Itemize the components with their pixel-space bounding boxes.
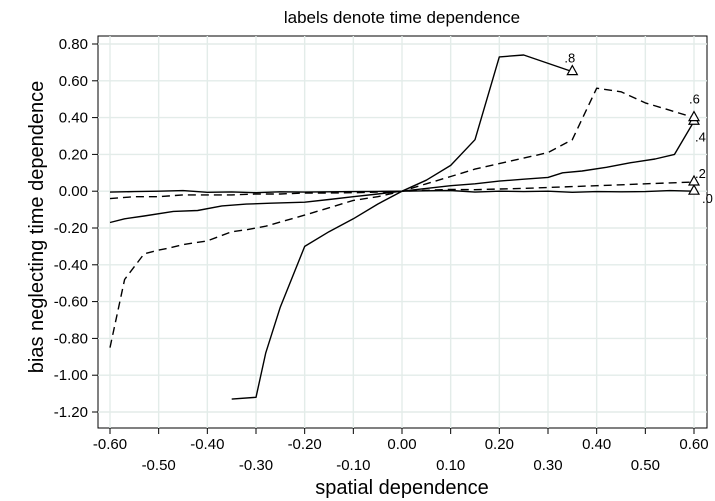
y-tick-label: 0.20 (59, 146, 88, 163)
chart-title: labels denote time dependence (284, 8, 520, 27)
x-axis-title: spatial dependence (315, 477, 488, 499)
y-tick-label: -0.60 (54, 294, 88, 311)
series-end-label: .6 (689, 92, 700, 107)
x-tick-label: 0.50 (631, 457, 660, 474)
series-end-label: .0 (702, 191, 713, 206)
y-tick-label: -0.80 (54, 330, 88, 347)
x-tick-label: 0.10 (436, 457, 465, 474)
end-marker-triangle (687, 174, 701, 186)
series-line-p4 (109, 120, 695, 224)
x-tick-label: -0.60 (93, 436, 127, 453)
series-end-label: .4 (695, 129, 706, 144)
series-line-p6 (109, 87, 695, 348)
y-tick-label: -0.40 (54, 257, 88, 274)
series-line-p8 (231, 54, 573, 400)
series-end-label: .2 (695, 166, 706, 181)
x-tick-label: 0.40 (582, 436, 611, 453)
series-end-label: .8 (564, 51, 575, 66)
y-axis-title: bias neglecting time dependence (26, 81, 48, 373)
x-tick-label: 0.60 (679, 436, 708, 453)
series-layer: .0 .2 .4 .6 .8 (109, 51, 713, 400)
end-marker-triangle (687, 110, 701, 122)
x-axis: -0.60 -0.50 -0.40 -0.30 -0.20 -0.10 0.00 0.10 0.… (93, 428, 709, 474)
y-tick-label: -1.20 (54, 404, 88, 421)
y-tick-label: 0.40 (59, 110, 88, 127)
y-tick-label: -1.00 (54, 367, 88, 384)
x-tick-label: -0.30 (239, 457, 273, 474)
x-tick-label: 0.30 (533, 457, 562, 474)
y-tick-label: 0.00 (59, 183, 88, 200)
end-marker-triangle (566, 64, 579, 76)
y-axis: -1.20 -1.00 -0.80 -0.60 -0.40 -0.20 0.00 0.20 0.… (54, 36, 98, 421)
end-marker-triangle (687, 183, 701, 195)
x-tick-label: 0.20 (485, 436, 514, 453)
y-tick-label: 0.80 (59, 36, 88, 53)
x-tick-label: -0.20 (288, 436, 322, 453)
x-tick-label: -0.40 (190, 436, 224, 453)
x-tick-label: -0.10 (336, 457, 370, 474)
y-tick-label: 0.60 (59, 73, 88, 90)
x-tick-label: -0.50 (142, 457, 176, 474)
x-tick-label: 0.00 (387, 436, 416, 453)
y-tick-label: -0.20 (54, 220, 88, 237)
